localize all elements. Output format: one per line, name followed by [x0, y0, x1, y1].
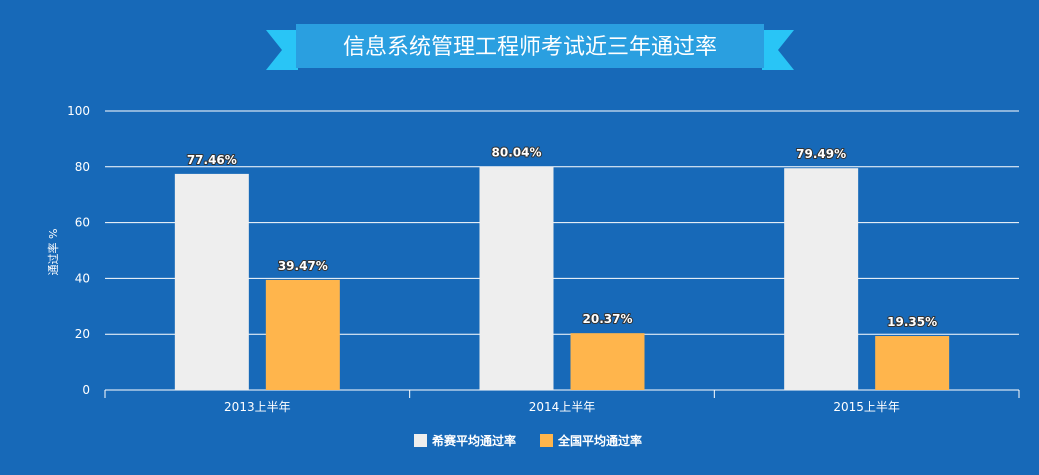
data-label: 39.47% — [278, 259, 328, 273]
ribbon-right-tail — [762, 30, 794, 70]
ribbon-body — [296, 24, 764, 68]
data-label: 77.46% — [187, 153, 237, 167]
y-axis-ticks: 0 20 40 60 80 100 — [67, 104, 90, 397]
y-tick-label: 20 — [75, 327, 90, 341]
x-tick-label: 2013上半年 — [224, 400, 291, 414]
y-tick-label: 40 — [75, 271, 90, 285]
category-labels: 2013上半年 2014上半年 2015上半年 — [224, 400, 900, 414]
bar — [174, 173, 249, 390]
chart-title: 信息系统管理工程师考试近三年通过率 — [343, 35, 717, 60]
title-ribbon: 信息系统管理工程师考试近三年通过率 — [266, 24, 794, 70]
bar — [479, 166, 554, 390]
data-label: 19.35% — [887, 315, 937, 329]
y-tick-label: 80 — [75, 160, 90, 174]
data-label: 20.37% — [583, 312, 633, 326]
data-label: 79.49% — [796, 147, 846, 161]
x-tick-label: 2014上半年 — [529, 400, 596, 414]
bar — [784, 168, 859, 390]
ribbon-left-tail — [266, 30, 298, 70]
data-label: 80.04% — [492, 146, 542, 160]
bar — [570, 333, 645, 390]
y-tick-label: 0 — [82, 383, 90, 397]
legend: 希赛平均通过率 全国平均通过率 — [414, 433, 642, 448]
bar — [265, 279, 340, 390]
legend-swatch-series-2 — [540, 434, 553, 447]
legend-label-series-1: 希赛平均通过率 — [431, 433, 516, 448]
data-labels: 77.46% 39.47% 80.04% 20.37% 79.49% 19.35% — [186, 145, 938, 330]
bars — [174, 166, 950, 390]
x-tick-label: 2015上半年 — [833, 400, 900, 414]
legend-label-series-2: 全国平均通过率 — [557, 433, 642, 448]
x-axis — [104, 389, 1020, 398]
legend-swatch-series-1 — [414, 434, 427, 447]
y-tick-label: 60 — [75, 216, 90, 230]
gridlines — [105, 110, 1019, 335]
bar — [875, 336, 950, 390]
y-axis-label: 通过率 % — [46, 229, 60, 276]
y-tick-label: 100 — [67, 104, 90, 118]
